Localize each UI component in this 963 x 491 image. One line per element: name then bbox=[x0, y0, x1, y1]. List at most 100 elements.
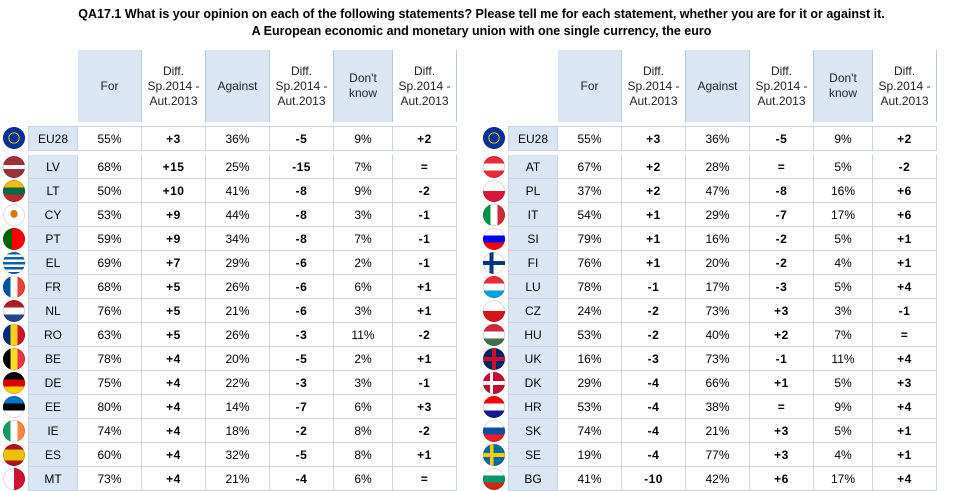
against-diff-value: -6 bbox=[270, 299, 334, 323]
flag-cell bbox=[0, 347, 28, 371]
dont-know-value: 6% bbox=[334, 467, 393, 491]
for-value: 79% bbox=[558, 227, 622, 251]
against-value: 26% bbox=[206, 275, 270, 299]
eu-average-row: EU28 55% +3 36% -5 9% +2 bbox=[480, 126, 937, 151]
against-value: 44% bbox=[206, 203, 270, 227]
dont-know-diff-value: -1 bbox=[393, 371, 457, 395]
country-code: EU28 bbox=[28, 126, 78, 151]
country-code: RO bbox=[28, 323, 78, 347]
country-code: LV bbox=[28, 155, 78, 179]
country-row: LT 50% +10 41% -8 9% -2 bbox=[0, 179, 457, 203]
against-diff-value: -7 bbox=[270, 395, 334, 419]
country-code: BE bbox=[28, 347, 78, 371]
dont-know-value: 9% bbox=[814, 395, 873, 419]
dont-know-diff-value: +1 bbox=[873, 227, 937, 251]
dont-know-diff-value: +1 bbox=[393, 275, 457, 299]
country-code: SI bbox=[508, 227, 558, 251]
for-diff-value: +4 bbox=[142, 443, 206, 467]
flag-cell bbox=[0, 371, 28, 395]
against-value: 77% bbox=[686, 443, 750, 467]
against-value: 22% bbox=[206, 371, 270, 395]
lithuania-flag-icon bbox=[3, 180, 25, 202]
for-value: 68% bbox=[78, 275, 142, 299]
column-header-against-diff: Diff. Sp.2014 - Aut.2013 bbox=[270, 50, 334, 122]
dont-know-diff-value: -2 bbox=[393, 419, 457, 443]
dont-know-diff-value: = bbox=[393, 155, 457, 179]
for-diff-value: +4 bbox=[142, 371, 206, 395]
country-code: IE bbox=[28, 419, 78, 443]
against-diff-value: -3 bbox=[270, 323, 334, 347]
country-code: BG bbox=[508, 467, 558, 491]
against-value: 18% bbox=[206, 419, 270, 443]
against-diff-value: = bbox=[750, 395, 814, 419]
country-row: CZ 24% -2 73% +3 3% -1 bbox=[480, 299, 937, 323]
hungary-flag-icon bbox=[483, 324, 505, 346]
country-code: LT bbox=[28, 179, 78, 203]
country-row: HR 53% -4 38% = 9% +4 bbox=[480, 395, 937, 419]
for-value: 41% bbox=[558, 467, 622, 491]
for-diff-value: +2 bbox=[622, 179, 686, 203]
for-value: 55% bbox=[78, 126, 142, 151]
against-diff-value: -8 bbox=[270, 203, 334, 227]
against-diff-value: -15 bbox=[270, 155, 334, 179]
czechia-flag-icon bbox=[483, 300, 505, 322]
flag-cell bbox=[480, 395, 508, 419]
croatia-flag-icon bbox=[483, 396, 505, 418]
against-value: 28% bbox=[686, 155, 750, 179]
for-diff-value: +7 bbox=[142, 251, 206, 275]
against-diff-value: -4 bbox=[270, 467, 334, 491]
country-row: SE 19% -4 77% +3 4% +1 bbox=[480, 443, 937, 467]
flag-cell bbox=[480, 126, 508, 151]
against-value: 29% bbox=[206, 251, 270, 275]
cyprus-flag-icon bbox=[3, 204, 25, 226]
dont-know-value: 8% bbox=[334, 419, 393, 443]
country-row: DK 29% -4 66% +1 5% +3 bbox=[480, 371, 937, 395]
for-diff-value: -4 bbox=[622, 419, 686, 443]
dont-know-diff-value: -2 bbox=[873, 155, 937, 179]
for-value: 29% bbox=[558, 371, 622, 395]
dont-know-diff-value: -2 bbox=[393, 179, 457, 203]
dont-know-value: 9% bbox=[334, 126, 393, 151]
dont-know-diff-value: -1 bbox=[393, 203, 457, 227]
country-code: UK bbox=[508, 347, 558, 371]
country-row: FI 76% +1 20% -2 4% +1 bbox=[480, 251, 937, 275]
against-value: 36% bbox=[206, 126, 270, 151]
sweden-flag-icon bbox=[483, 444, 505, 466]
dont-know-value: 8% bbox=[334, 443, 393, 467]
dont-know-value: 7% bbox=[814, 323, 873, 347]
france-flag-icon bbox=[3, 276, 25, 298]
latvia-flag-icon bbox=[3, 156, 25, 178]
dont-know-diff-value: = bbox=[393, 467, 457, 491]
dont-know-value: 6% bbox=[334, 275, 393, 299]
against-diff-value: -8 bbox=[750, 179, 814, 203]
dont-know-value: 7% bbox=[334, 155, 393, 179]
flag-cell bbox=[480, 371, 508, 395]
against-diff-value: -5 bbox=[270, 126, 334, 151]
estonia-flag-icon bbox=[3, 396, 25, 418]
flag-cell bbox=[0, 275, 28, 299]
against-value: 26% bbox=[206, 323, 270, 347]
header-row: For Diff. Sp.2014 - Aut.2013 Against Diff. … bbox=[0, 50, 457, 122]
against-value: 16% bbox=[686, 227, 750, 251]
flag-cell bbox=[480, 251, 508, 275]
country-row: FR 68% +5 26% -6 6% +1 bbox=[0, 275, 457, 299]
country-code: HR bbox=[508, 395, 558, 419]
germany-flag-icon bbox=[3, 372, 25, 394]
for-value: 53% bbox=[78, 203, 142, 227]
for-value: 74% bbox=[558, 419, 622, 443]
flag-cell bbox=[0, 419, 28, 443]
against-value: 38% bbox=[686, 395, 750, 419]
dont-know-diff-value: +4 bbox=[873, 395, 937, 419]
against-diff-value: +6 bbox=[750, 467, 814, 491]
dont-know-diff-value: +6 bbox=[873, 179, 937, 203]
for-value: 63% bbox=[78, 323, 142, 347]
slovakia-flag-icon bbox=[483, 420, 505, 442]
column-header-dont-know: Don't know bbox=[334, 50, 393, 122]
against-value: 20% bbox=[206, 347, 270, 371]
for-diff-value: +3 bbox=[622, 126, 686, 151]
country-row: SK 74% -4 21% +3 5% +1 bbox=[480, 419, 937, 443]
dont-know-value: 5% bbox=[814, 419, 873, 443]
dont-know-value: 2% bbox=[334, 347, 393, 371]
dont-know-diff-value: +1 bbox=[873, 251, 937, 275]
dont-know-value: 3% bbox=[814, 299, 873, 323]
